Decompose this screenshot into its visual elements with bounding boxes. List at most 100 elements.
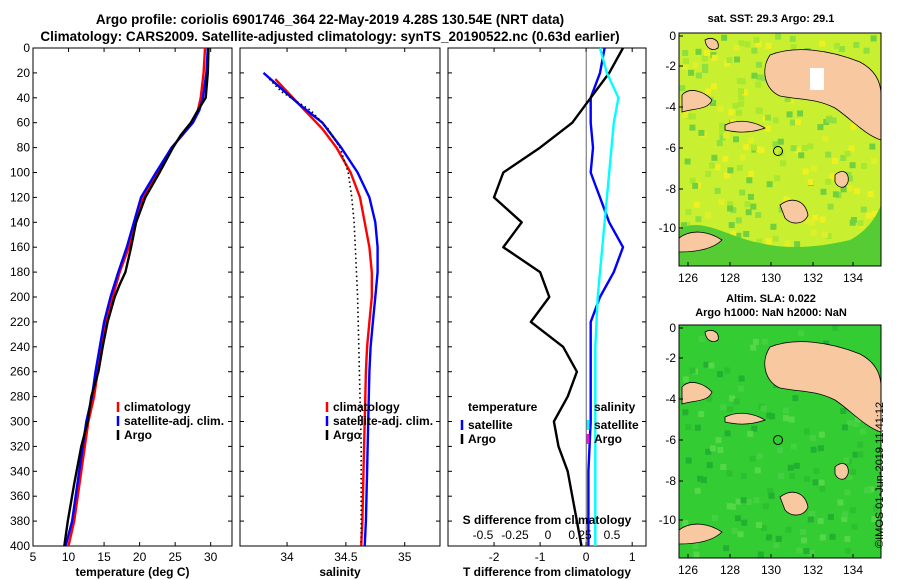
map-pixel [807,179,814,186]
map-pixel [865,212,872,219]
diff-secondary-xtick-label: 0.5 [604,528,621,542]
map-xtick-label: 130 [761,271,781,285]
map-pixel [688,69,695,76]
map-pixel [798,330,805,337]
map-pixel [750,144,757,151]
map-pixel [808,549,815,556]
map-pixel [846,185,853,192]
map-pixel [680,222,687,229]
map-pixel [798,152,805,159]
map-pixel [846,175,853,182]
map-pixel [869,143,876,150]
map-ytick-label: -10 [659,513,677,527]
map-pixel [830,117,837,124]
map-pixel [782,415,789,422]
map-pixel [711,54,718,61]
map-pixel [784,96,791,103]
map-pixel [744,201,751,208]
map-pixel [788,97,795,104]
map-pixel [857,441,864,448]
map-pixel [810,446,817,453]
map-pixel [766,534,772,541]
map-xtick-label: 130 [761,563,781,577]
sla-map-land [678,330,882,545]
map-pixel [733,136,739,143]
map-pixel [702,67,709,74]
map-pixel [785,526,792,533]
map-pixel [686,113,693,120]
map-xtick-label: 128 [720,271,740,285]
map-pixel [753,497,760,504]
map-pixel [809,219,815,226]
sst-map-frame [678,32,882,267]
map-pixel [728,222,735,229]
salinity-legend-label: Argo [333,428,361,442]
map-pixel [705,448,712,455]
temperature-xtick-label: 30 [204,550,218,564]
map-pixel [682,376,689,383]
map-pixel [832,325,839,331]
map-pixel [706,396,713,403]
map-pixel [756,146,762,153]
imos-timestamp: ©IMOS 01-Jun-2019 11:41:12 [874,401,886,548]
map-pixel [784,240,791,247]
map-pixel [807,143,814,150]
map-pixel [778,150,785,157]
halmahera-south-land [704,38,719,50]
map-pixel [844,536,851,543]
map-pixel [863,487,870,494]
map-ytick-label: -2 [665,59,676,73]
map-pixel [782,407,789,414]
map-pixel [698,129,705,136]
map-pixel [715,437,722,444]
map-pixel [870,35,877,42]
map-pixel [748,170,755,177]
map-pixel [738,40,745,47]
map-pixel [682,63,689,70]
map-pixel [775,535,782,542]
map-pixel [819,216,826,223]
map-pixel [789,472,796,479]
map-pixel [726,503,733,510]
map-pixel [840,407,847,414]
salinity-xlabel: salinity [319,565,361,579]
map-xtick-label: 132 [803,271,823,285]
map-pixel [804,218,811,225]
depth-tick-label: 140 [10,215,30,229]
map-pixel [694,424,701,431]
salinity-xtick-label: 34.5 [334,550,358,564]
map-pixel [873,505,879,512]
map-pixel [787,464,794,471]
map-pixel [726,57,733,64]
map-pixel [682,409,689,416]
map-pixel [730,231,737,238]
map-pixel [790,44,797,51]
map-pixel [852,451,859,458]
differences-series-salinity-satellite [594,47,620,546]
map-xtick-label: 128 [720,563,740,577]
differences-series-temperature-argo [492,47,625,547]
map-pixel [724,60,731,67]
map-pixel [689,113,696,120]
map-pixel [727,205,734,212]
map-pixel [693,201,700,208]
map-pixel [714,164,721,171]
map-pixel [841,515,848,522]
map-pixel [792,395,799,402]
map-pixel [849,219,856,226]
salinity-xtick-label: 34 [280,550,294,564]
map-pixel [772,117,779,124]
map-pixel [754,467,761,474]
new-guinea-land [764,49,882,141]
temperature-legend-label: Argo [124,428,152,442]
map-pixel [741,519,748,526]
temperature-axes-frame [32,47,233,547]
map-pixel [853,42,860,48]
map-pixel [738,88,744,95]
map-pixel [789,35,796,42]
temperature-xtick-label: 5 [30,550,37,564]
map-pixel [765,238,772,245]
map-pixel [736,109,743,116]
map-pixel [817,124,824,131]
diff-secondary-xlabel: S difference from climatology [463,513,632,527]
